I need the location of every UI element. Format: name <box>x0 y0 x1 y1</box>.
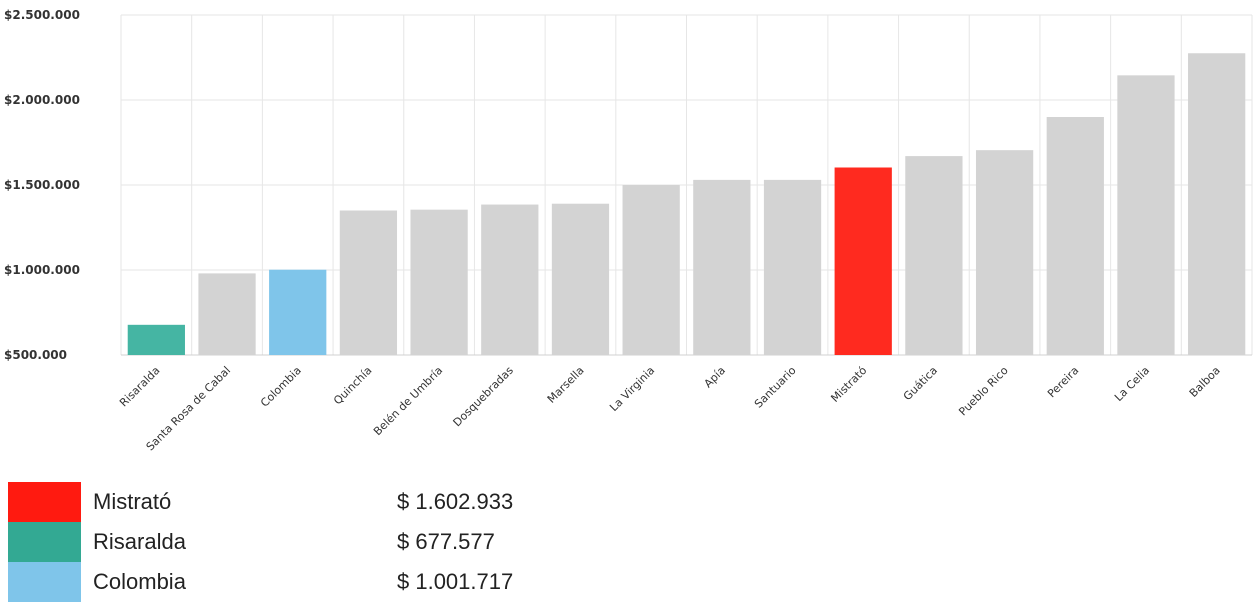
bar <box>410 209 468 355</box>
x-tick-label: Dosquebradas <box>451 364 516 429</box>
x-tick-label: Belén de Umbría <box>371 364 445 438</box>
legend-label-colombia: Colombia <box>93 569 186 594</box>
legend-item-risaralda: Risaralda $ 677.577 <box>8 522 513 562</box>
x-tick-label: La Virginia <box>607 364 657 414</box>
bar <box>481 204 539 355</box>
bar <box>1046 117 1104 355</box>
y-axis-tick-labels: $500.000 $1.000.000 $1.500.000 $2.000.000 $2… <box>4 8 80 362</box>
bar <box>905 156 963 355</box>
x-tick-label: Santuario <box>752 364 799 411</box>
bar <box>834 167 892 355</box>
legend-item-colombia: Colombia $ 1.001.717 <box>8 562 513 602</box>
legend-label-mistrato: Mistrató <box>93 489 172 514</box>
bar <box>1117 75 1175 355</box>
y-tick-label: $2.500.000 <box>4 8 80 22</box>
legend-swatch-colombia <box>8 562 81 602</box>
bar <box>551 203 610 355</box>
x-tick-label: Marsella <box>545 364 587 406</box>
legend-value-risaralda: $ 677.577 <box>397 529 495 554</box>
legend-swatch-risaralda <box>8 522 81 562</box>
legend-label-risaralda: Risaralda <box>93 529 186 554</box>
bar <box>127 324 185 355</box>
legend-item-mistrato: Mistrató $ 1.602.933 <box>8 482 513 522</box>
y-tick-label: $1.000.000 <box>4 263 80 277</box>
x-tick-label: Apía <box>702 364 728 390</box>
x-tick-label: Colombia <box>258 364 304 410</box>
x-tick-label: Pereira <box>1045 364 1081 400</box>
x-tick-label: Pueblo Rico <box>956 364 1011 419</box>
legend: Mistrató $ 1.602.933 Risaralda $ 677.577… <box>8 482 513 602</box>
bar-chart: $500.000 $1.000.000 $1.500.000 $2.000.000 $2… <box>4 8 1253 454</box>
y-tick-label: $2.000.000 <box>4 93 80 107</box>
bar <box>763 179 822 355</box>
x-tick-label: Guática <box>901 364 940 403</box>
x-tick-label: Risaralda <box>117 364 162 409</box>
legend-value-colombia: $ 1.001.717 <box>397 569 514 594</box>
bar <box>1188 53 1246 355</box>
bar <box>198 273 256 355</box>
bar <box>622 185 680 355</box>
x-tick-label: Mistrató <box>828 364 869 405</box>
x-tick-label: La Celia <box>1112 364 1152 404</box>
x-tick-label: Balboa <box>1187 364 1223 400</box>
y-tick-label: $1.500.000 <box>4 178 80 192</box>
bar <box>975 150 1034 355</box>
x-tick-label: Quinchía <box>331 364 374 407</box>
bar <box>339 210 398 355</box>
legend-value-mistrato: $ 1.602.933 <box>397 489 514 514</box>
bar <box>269 269 327 355</box>
y-tick-label: $500.000 <box>4 348 67 362</box>
bar-layer <box>127 53 1246 355</box>
bar <box>693 179 751 355</box>
legend-swatch-mistrato <box>8 482 81 522</box>
